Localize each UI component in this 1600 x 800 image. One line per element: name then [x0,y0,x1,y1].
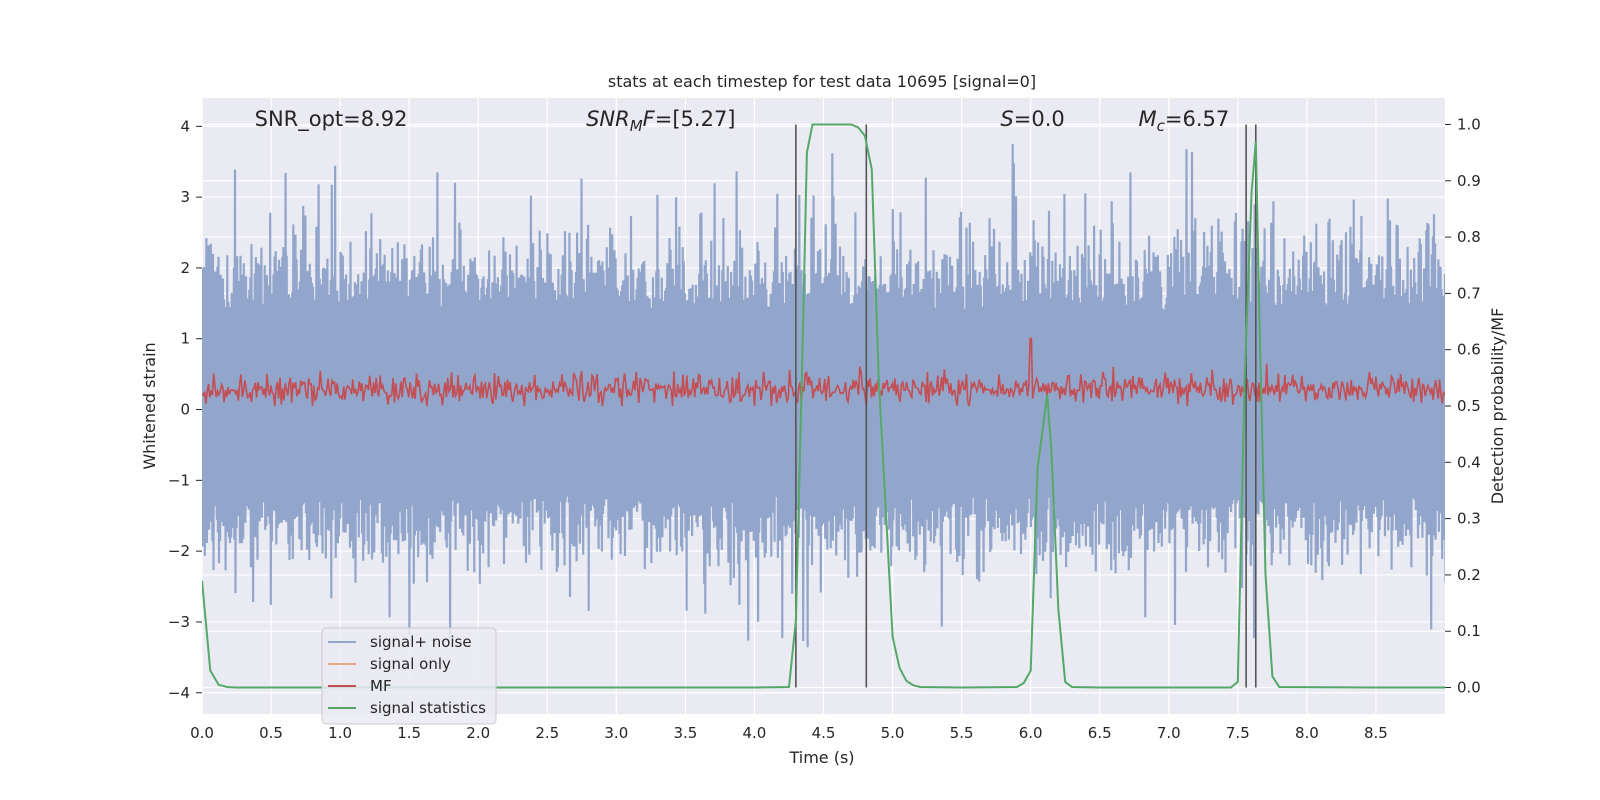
x-tick-label: 1.0 [328,724,352,742]
y-tick-label: 4 [180,117,190,135]
annotation-sub: c [1157,117,1166,135]
legend-label: signal statistics [370,699,486,717]
x-tick-label: 1.5 [397,724,421,742]
series-signal-noise [202,144,1445,648]
x-tick-label: 8.0 [1295,724,1319,742]
y-right-tick-label: 1.0 [1457,115,1481,133]
legend-label: signal+ noise [370,633,472,651]
y-right-tick-label: 0.3 [1457,510,1481,528]
x-tick-label: 6.5 [1088,724,1112,742]
y-right-tick-label: 0.4 [1457,453,1481,471]
y-tick-label: 1 [180,330,190,348]
y-axis-label: Whitened strain [140,342,159,469]
y-tick-label: −4 [168,684,190,702]
x-tick-label: 5.5 [950,724,974,742]
legend: signal+ noise signal only MF signal statist… [321,627,497,725]
annotation: SNRMF=[5.27] [586,107,735,135]
x-tick-label: 8.5 [1364,724,1388,742]
y-right-tick-label: 0.0 [1457,679,1481,697]
x-tick-label: 4.0 [743,724,767,742]
annotation-part: =[5.27] [655,107,736,131]
annotation-part: S [1000,107,1013,131]
series-mf [202,337,1445,407]
x-tick-label: 5.0 [881,724,905,742]
x-tick-label: 4.5 [812,724,836,742]
annotation-part: SNR [586,107,630,131]
x-axis-label: Time (s) [788,748,854,767]
x-tick-label: 3.5 [673,724,697,742]
y-tick-label: 3 [180,188,190,206]
y-tick-label: −2 [168,542,190,560]
annotation-part: M [1139,107,1157,131]
y-right-tick-label: 0.5 [1457,397,1481,415]
legend-box [321,627,497,725]
y-right-tick-label: 0.1 [1457,622,1481,640]
annotation-part: =0.0 [1014,107,1065,131]
y-right-tick-label: 0.7 [1457,284,1481,302]
annotation: Mc=6.57 [1139,107,1230,135]
x-tick-label: 7.0 [1157,724,1181,742]
annotation: S=0.0 [1000,107,1064,131]
legend-label: MF [370,677,392,695]
y-tick-label: 0 [180,401,190,419]
annotation-part: F [643,107,656,131]
annotation: SNR_opt=8.92 [255,107,408,132]
y-right-ticks: 0.0 0.1 0.2 0.3 0.4 0.5 0.6 0.7 0.8 0.9 1.0 [1445,115,1481,697]
x-ticks: 0.0 0.5 1.0 1.5 2.0 2.5 3.0 3.5 4.0 4.5 5.0 5.5 6.0 6… [190,724,1388,742]
series-signal-statistics [202,123,1445,689]
x-tick-label: 0.0 [190,724,214,742]
x-tick-label: 7.5 [1226,724,1250,742]
annotations: SNR_opt=8.92 SNRMF=[5.27] S=0.0 Mc=6.57 [255,107,1230,135]
chart-title: stats at each timestep for test data 106… [608,72,1036,91]
y-right-tick-label: 0.6 [1457,341,1481,359]
annotation-sub: M [630,117,643,135]
y-tick-label: −1 [168,471,190,489]
y-right-tick-label: 0.2 [1457,566,1481,584]
y-right-tick-label: 0.8 [1457,228,1481,246]
annotation-part: =6.57 [1165,107,1229,131]
y-right-axis-label: Detection probability/MF [1488,308,1507,505]
x-tick-label: 2.0 [466,724,490,742]
x-tick-label: 0.5 [259,724,283,742]
x-tick-label: 6.0 [1019,724,1043,742]
y-tick-label: 2 [180,259,190,277]
y-right-tick-label: 0.9 [1457,172,1481,190]
legend-label: signal only [370,655,451,673]
y-ticks: −4 −3 −2 −1 0 1 2 3 4 [168,117,202,702]
x-tick-label: 2.5 [535,724,559,742]
x-tick-label: 3.0 [604,724,628,742]
y-tick-label: −3 [168,613,190,631]
